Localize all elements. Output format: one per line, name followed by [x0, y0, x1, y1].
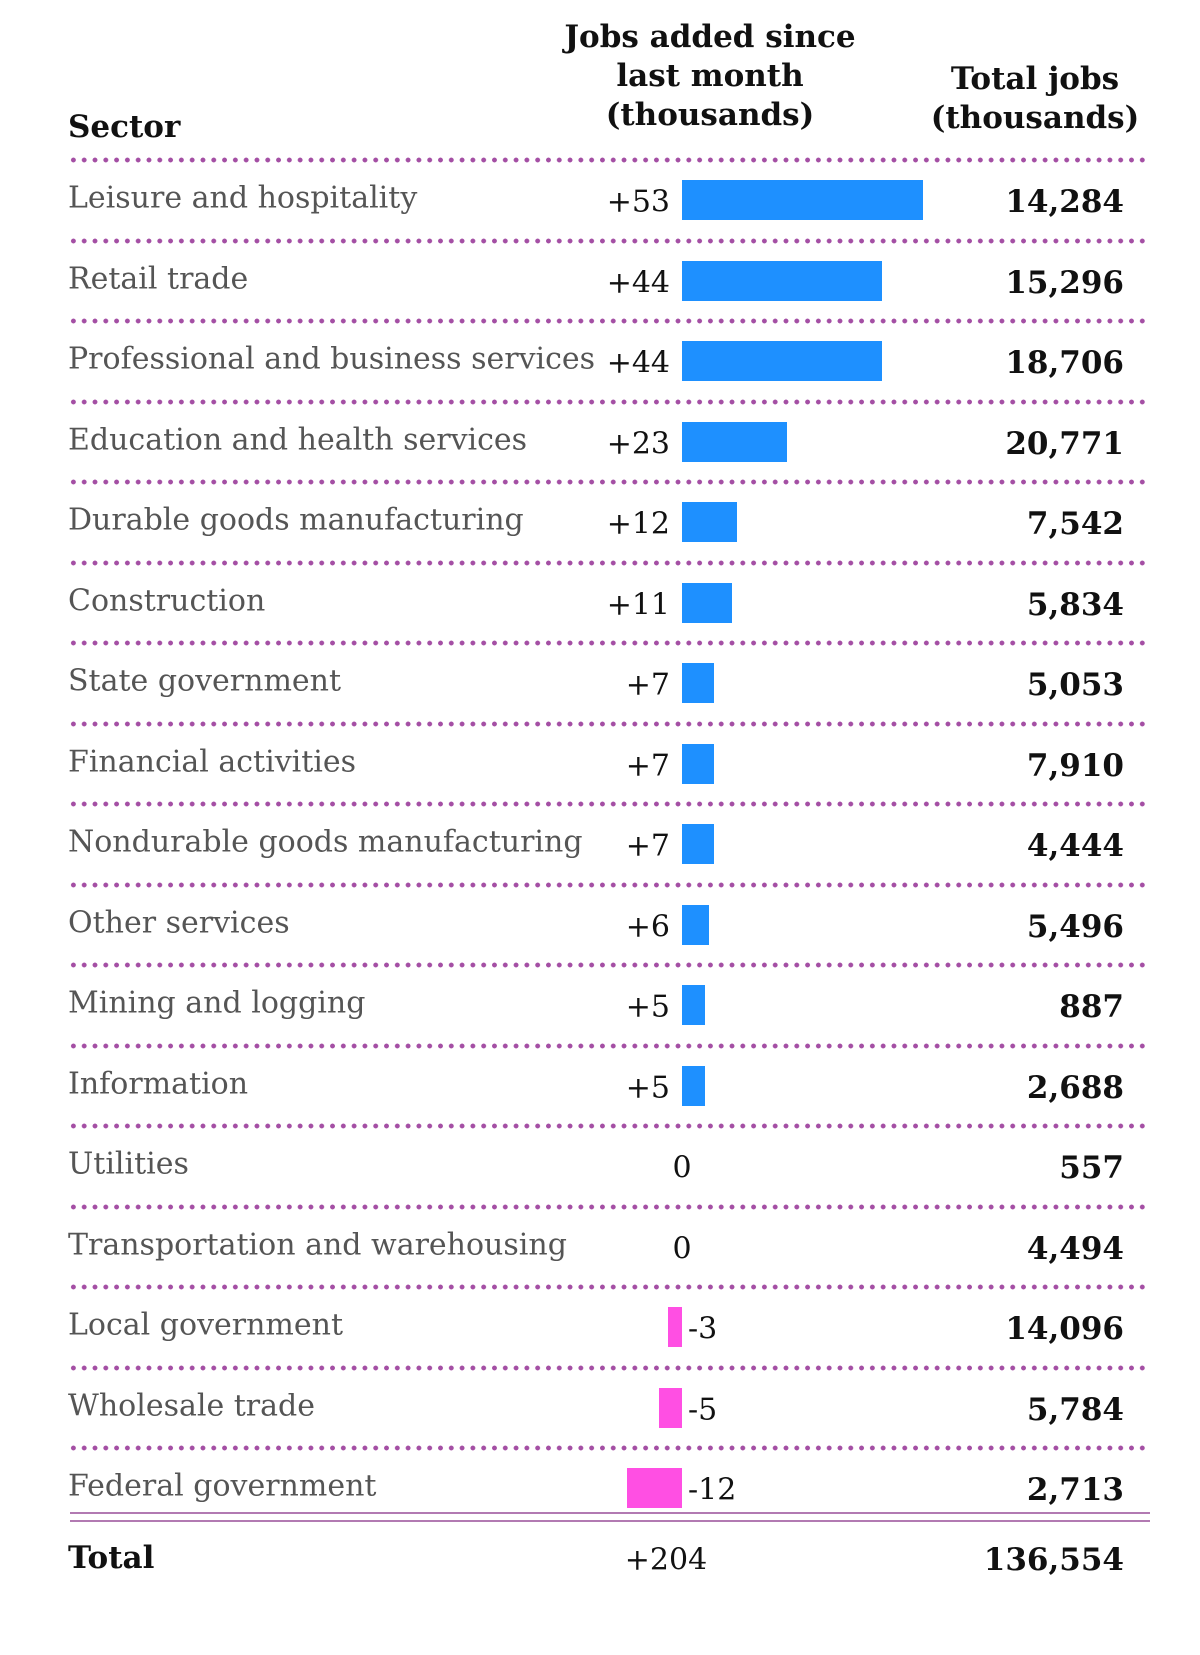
- bar: [668, 1307, 682, 1348]
- total-jobs-column-header: Total jobs (thousands): [920, 60, 1150, 138]
- sector-label: Construction: [68, 583, 266, 619]
- sector-label: Utilities: [68, 1146, 189, 1182]
- row-separator: [68, 720, 1150, 727]
- bar: [682, 824, 714, 865]
- sector-label: Professional and business services: [68, 341, 596, 377]
- change-label: +44: [606, 345, 670, 381]
- total-jobs-value: 4,444: [1026, 828, 1124, 865]
- row-separator: [68, 479, 1150, 485]
- bar: [682, 341, 883, 382]
- total-jobs-value: 5,784: [1026, 1391, 1124, 1428]
- jobs-added-header-line: last month: [616, 58, 804, 94]
- total-divider-bottom: [70, 1520, 1150, 1522]
- jobs-added-column-header: Jobs added since last month (thousands): [560, 18, 860, 135]
- total-jobs-value: 5,053: [1026, 667, 1124, 704]
- sector-label: Mining and logging: [68, 985, 366, 1021]
- total-jobs-value: 2,713: [1026, 1472, 1124, 1509]
- change-label: +7: [625, 667, 670, 703]
- total-jobs-value: 5,834: [1026, 586, 1124, 623]
- jobs-added-header-line: (thousands): [605, 97, 815, 133]
- total-jobs-value: 2,688: [1026, 1069, 1124, 1106]
- total-jobs-value: 15,296: [1005, 264, 1124, 301]
- total-jobs-header-line: Total jobs: [950, 61, 1120, 97]
- total-jobs-value: 4,494: [1026, 1230, 1124, 1267]
- row-separator: [68, 237, 1150, 244]
- total-jobs-value: 7,542: [1026, 506, 1124, 543]
- total-jobs-value: 5,496: [1026, 908, 1124, 945]
- row-separator: [68, 559, 1150, 566]
- sector-label: Retail trade: [68, 261, 249, 297]
- change-label: +6: [625, 909, 670, 945]
- row-separator: [68, 1203, 1150, 1210]
- change-label: -5: [688, 1392, 718, 1428]
- sector-label: Information: [68, 1066, 249, 1102]
- sector-label: Durable goods manufacturing: [68, 502, 524, 538]
- sector-label: State government: [68, 663, 342, 699]
- row-separator: [68, 1445, 1150, 1451]
- sector-label: Wholesale trade: [68, 1388, 315, 1424]
- total-label: Total: [68, 1540, 155, 1576]
- bar: [682, 582, 733, 623]
- total-jobs-value: 14,284: [1005, 184, 1124, 221]
- row-separator: [68, 1364, 1150, 1371]
- row-separator: [68, 962, 1150, 968]
- row-separator: [68, 801, 1150, 807]
- change-label: +7: [625, 748, 670, 784]
- sector-label: Federal government: [68, 1468, 377, 1504]
- bar: [659, 1387, 682, 1428]
- row-separator: [68, 318, 1150, 324]
- bar: [627, 1468, 682, 1509]
- sector-label: Leisure and hospitality: [68, 180, 418, 216]
- sector-label: Nondurable goods manufacturing: [68, 824, 583, 860]
- sector-label: Local government: [68, 1307, 344, 1343]
- bar: [682, 985, 705, 1026]
- change-label: +7: [625, 828, 670, 864]
- row-separator: [68, 640, 1150, 646]
- bar: [682, 663, 714, 704]
- row-separator: [68, 1284, 1150, 1290]
- change-label: +44: [606, 265, 670, 301]
- total-divider-top: [70, 1512, 1150, 1514]
- bar: [682, 904, 710, 945]
- total-change: +204: [624, 1542, 708, 1578]
- sector-column-header: Sector: [68, 109, 181, 145]
- bar: [682, 502, 737, 543]
- change-label: +5: [625, 1070, 670, 1106]
- change-label: +5: [625, 989, 670, 1025]
- row-separator: [68, 1123, 1150, 1129]
- bar: [682, 1065, 705, 1106]
- row-separator: [68, 881, 1150, 888]
- bar: [682, 421, 787, 462]
- total-jobs-value: 7,910: [1026, 747, 1124, 784]
- sector-label: Financial activities: [68, 744, 357, 780]
- total-jobs-value: 557: [1059, 1150, 1124, 1187]
- row-separator: [68, 398, 1150, 405]
- total-jobs-value: 887: [1059, 989, 1124, 1026]
- total-jobs-header-line: (thousands): [930, 100, 1140, 136]
- change-label: +53: [606, 184, 670, 220]
- bar: [682, 743, 714, 784]
- sector-label: Transportation and warehousing: [68, 1227, 567, 1263]
- bar: [682, 180, 924, 221]
- change-label: 0: [672, 1231, 692, 1267]
- change-label: -3: [688, 1311, 718, 1347]
- total-jobs-value: 136,554: [983, 1542, 1124, 1578]
- row-separator: [68, 1042, 1150, 1049]
- change-label: +23: [606, 426, 670, 462]
- bar: [682, 260, 883, 301]
- total-jobs-value: 18,706: [1005, 345, 1124, 382]
- row-separator: [68, 157, 1150, 163]
- change-label: +12: [606, 506, 670, 542]
- total-jobs-value: 20,771: [1005, 425, 1124, 462]
- jobs-added-header-line: Jobs added since: [564, 19, 856, 55]
- sector-label: Other services: [68, 905, 290, 941]
- sector-label: Education and health services: [68, 422, 528, 458]
- change-label: +11: [606, 587, 670, 623]
- change-label: 0: [672, 1150, 692, 1186]
- total-jobs-value: 14,096: [1005, 1311, 1124, 1348]
- change-label: -12: [688, 1472, 737, 1508]
